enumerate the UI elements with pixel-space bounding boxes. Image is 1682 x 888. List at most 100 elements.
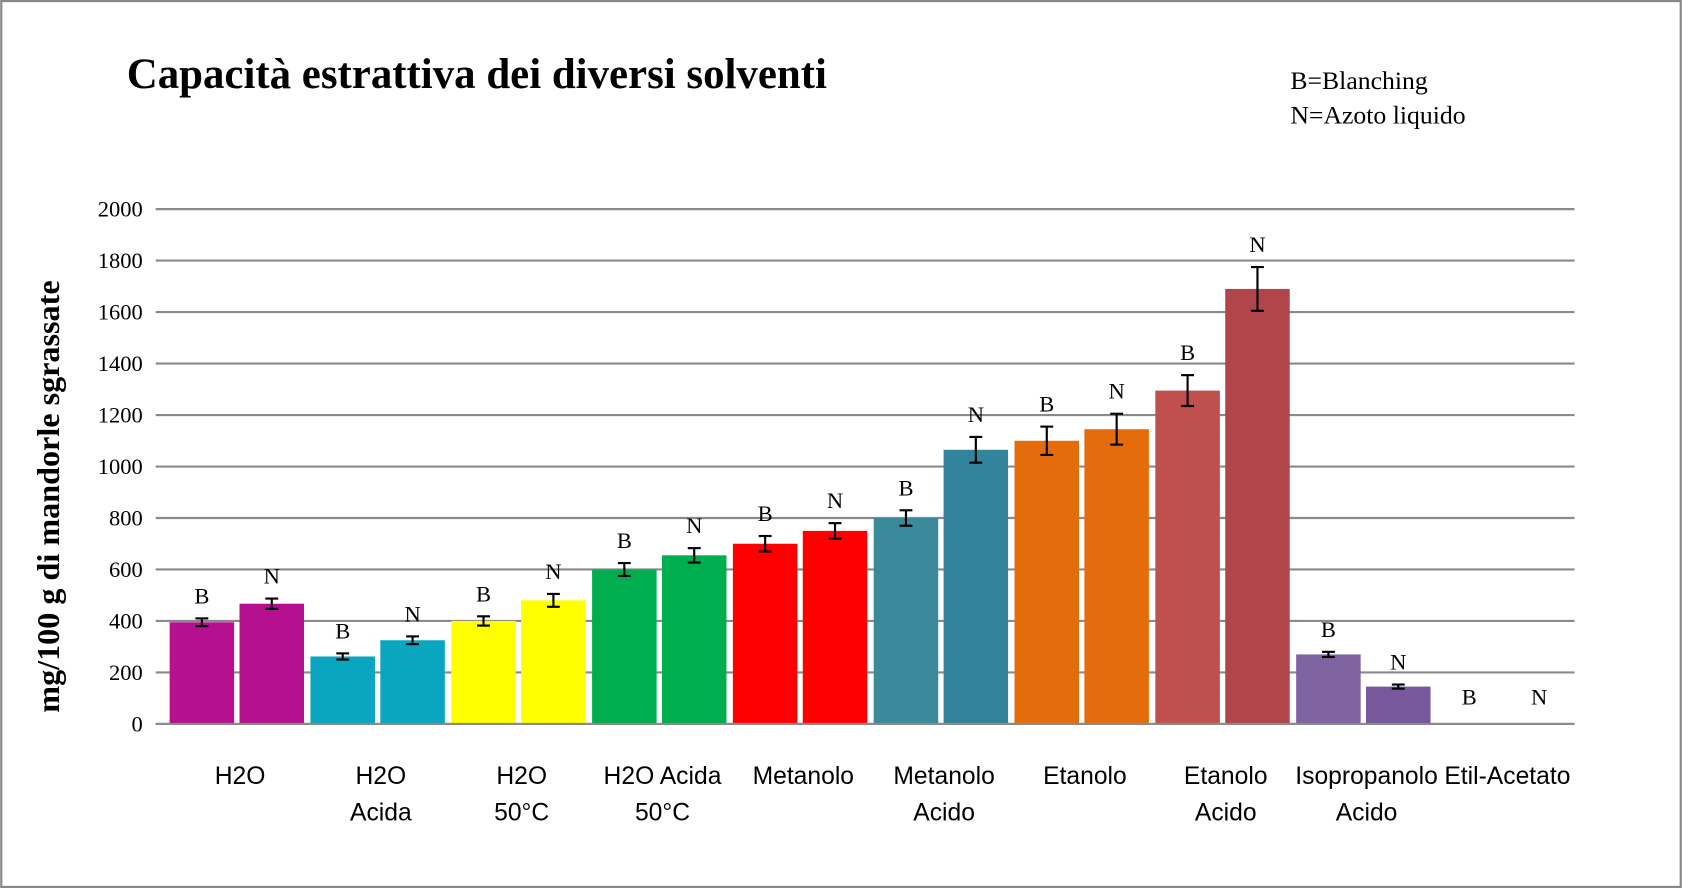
bar [802, 530, 868, 724]
bar [239, 603, 305, 724]
data-label: B [617, 528, 632, 553]
bar [732, 543, 798, 724]
y-tick-label: 1200 [98, 403, 143, 428]
error-bar [617, 561, 631, 577]
data-label: B [898, 475, 913, 500]
chart-title: Capacità estrattiva dei diversi solventi [127, 51, 827, 98]
x-tick-line: Acido [1336, 799, 1398, 826]
y-tick-label: 1000 [98, 454, 143, 479]
error-bar [758, 534, 772, 553]
bar [943, 449, 1009, 724]
bar [169, 622, 235, 724]
bar [451, 620, 516, 724]
y-tick-label: 1800 [98, 248, 143, 273]
data-label: B [335, 618, 350, 643]
error-bar [1251, 265, 1264, 312]
x-tick-label: Etanolo Acido [1184, 763, 1268, 826]
y-tick-label: 400 [109, 608, 143, 633]
data-label: N [1249, 232, 1265, 257]
data-label: N [545, 559, 561, 584]
data-label: N [1390, 650, 1406, 675]
x-tick-label: H2O Acida [350, 763, 412, 826]
bar [521, 600, 586, 724]
bar [1225, 288, 1290, 724]
x-tick-line: Metanolo [893, 763, 994, 790]
data-label: N [968, 402, 984, 427]
y-tick-label: 600 [109, 557, 143, 582]
error-bar [477, 615, 490, 627]
y-tick-label: 2000 [98, 197, 143, 222]
x-tick-line: 50°C [494, 799, 549, 826]
bar [310, 656, 375, 724]
data-label: B [758, 501, 773, 526]
x-tick-line: Metanolo [753, 763, 854, 790]
data-label: N [686, 513, 702, 538]
data-label: N [827, 488, 843, 513]
y-tick-label: 0 [132, 711, 143, 736]
annotation: B=Blanching [1290, 66, 1428, 95]
error-bar [546, 592, 560, 608]
data-label: N [264, 564, 280, 589]
error-bar [969, 435, 983, 464]
x-tick-label: Etil-Acetato [1444, 763, 1570, 790]
data-label: N [1109, 379, 1125, 404]
bar [1084, 429, 1149, 724]
bar [661, 555, 727, 724]
x-tick-label: H2O Acida 50°C [604, 763, 722, 826]
x-tick-label: Metanolo [753, 763, 854, 790]
y-tick-label: 1600 [98, 300, 143, 325]
x-tick-line: Acido [1195, 799, 1257, 826]
x-tick-line: Etil-Acetato [1444, 763, 1570, 790]
annotation: N=Azoto liquido [1290, 100, 1465, 129]
data-label: N [404, 601, 420, 626]
data-label: B [1180, 340, 1195, 365]
data-label: B [1039, 392, 1054, 417]
x-tick-label: Metanolo Acido [893, 763, 994, 826]
x-tick-label: H2O 50°C [494, 763, 549, 826]
x-tick-line: Acido [913, 799, 975, 826]
x-tick-line: H2O [215, 763, 266, 790]
error-bar [687, 547, 701, 564]
data-label: B [1321, 617, 1336, 642]
x-tick-label: Isopropanolo Acido [1295, 763, 1438, 826]
error-bar [406, 635, 420, 646]
x-tick-line: Isopropanolo [1295, 763, 1438, 790]
data-label: B [476, 581, 491, 606]
y-tick-label: 200 [109, 660, 143, 685]
error-bar [336, 652, 350, 661]
x-tick-line: H2O Acida [604, 763, 722, 790]
error-bar [899, 509, 913, 527]
bar [873, 518, 939, 724]
bar [592, 569, 657, 724]
x-tick-line: H2O [356, 763, 407, 790]
y-axis-label: mg/100 g di mandorle sgrassate [30, 280, 66, 712]
error-bar [1181, 374, 1195, 408]
y-tick-label: 800 [109, 506, 143, 531]
error-bar [195, 617, 209, 628]
error-bar [828, 522, 842, 540]
error-bar [1321, 650, 1335, 659]
error-bar [1110, 412, 1124, 446]
bar [1296, 654, 1361, 724]
x-tick-line: 50°C [635, 799, 690, 826]
bar [1014, 440, 1080, 724]
data-label: B [1462, 685, 1477, 710]
data-label: N [1531, 685, 1547, 710]
x-tick-label: H2O [215, 763, 266, 790]
bar [380, 640, 445, 724]
x-tick-line: Etanolo [1184, 763, 1268, 790]
x-tick-line: Acida [350, 799, 412, 826]
error-bar [265, 597, 279, 610]
bar [1155, 390, 1220, 724]
y-tick-label: 1400 [98, 351, 143, 376]
x-tick-line: Etanolo [1043, 763, 1127, 790]
bar [1366, 686, 1431, 724]
x-tick-label: Etanolo [1043, 763, 1127, 790]
error-bar [1391, 683, 1405, 690]
data-label: B [194, 583, 209, 608]
x-tick-line: H2O [496, 763, 547, 790]
error-bar [1040, 425, 1054, 457]
